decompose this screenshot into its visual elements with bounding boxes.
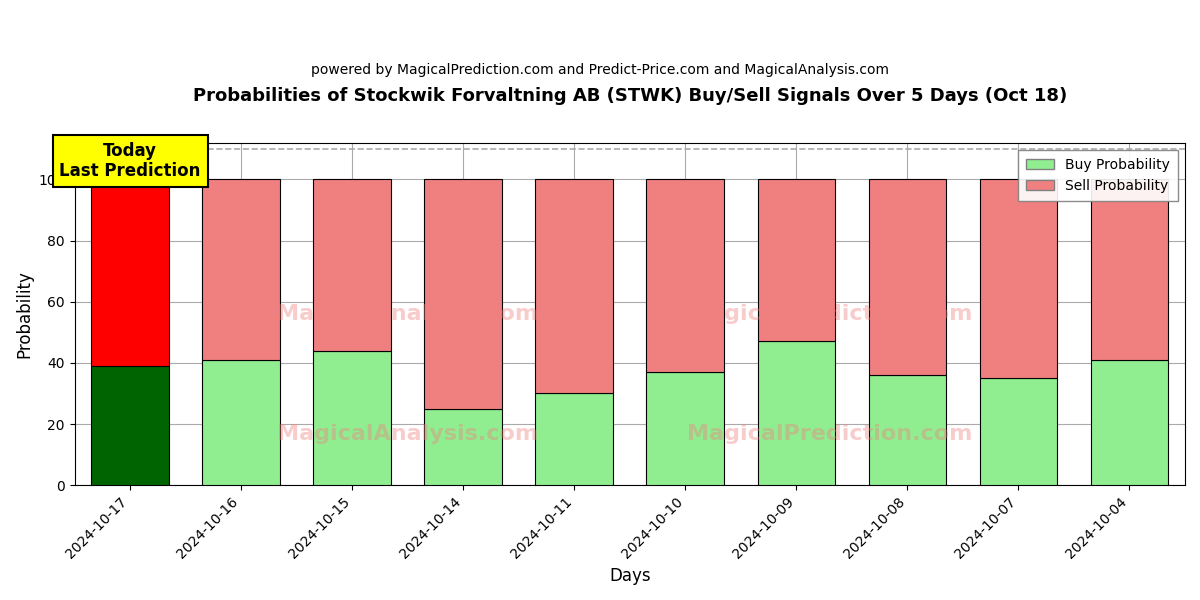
Bar xyxy=(1091,179,1169,360)
Text: MagicalAnalysis.com: MagicalAnalysis.com xyxy=(277,304,539,324)
Bar xyxy=(757,341,835,485)
Bar xyxy=(869,179,947,375)
Legend: Buy Probability, Sell Probability: Buy Probability, Sell Probability xyxy=(1018,149,1178,201)
Bar xyxy=(425,409,502,485)
Text: MagicalAnalysis.com: MagicalAnalysis.com xyxy=(277,424,539,444)
Bar xyxy=(91,366,169,485)
Text: MagicalPrediction.com: MagicalPrediction.com xyxy=(688,424,972,444)
Bar xyxy=(1091,360,1169,485)
Bar xyxy=(313,179,391,350)
Bar xyxy=(203,360,280,485)
Bar xyxy=(979,179,1057,378)
Bar xyxy=(91,179,169,366)
Text: MagicalPrediction.com: MagicalPrediction.com xyxy=(688,304,972,324)
Bar xyxy=(979,378,1057,485)
Text: powered by MagicalPrediction.com and Predict-Price.com and MagicalAnalysis.com: powered by MagicalPrediction.com and Pre… xyxy=(311,63,889,77)
Bar xyxy=(535,179,613,394)
Bar xyxy=(647,372,725,485)
Y-axis label: Probability: Probability xyxy=(16,270,34,358)
X-axis label: Days: Days xyxy=(610,567,650,585)
Text: Today
Last Prediction: Today Last Prediction xyxy=(60,142,200,181)
Bar xyxy=(313,350,391,485)
Bar xyxy=(757,179,835,341)
Title: Probabilities of Stockwik Forvaltning AB (STWK) Buy/Sell Signals Over 5 Days (Oc: Probabilities of Stockwik Forvaltning AB… xyxy=(193,87,1067,105)
Bar xyxy=(535,394,613,485)
Bar xyxy=(425,179,502,409)
Bar xyxy=(647,179,725,372)
Bar xyxy=(869,375,947,485)
Bar xyxy=(203,179,280,360)
